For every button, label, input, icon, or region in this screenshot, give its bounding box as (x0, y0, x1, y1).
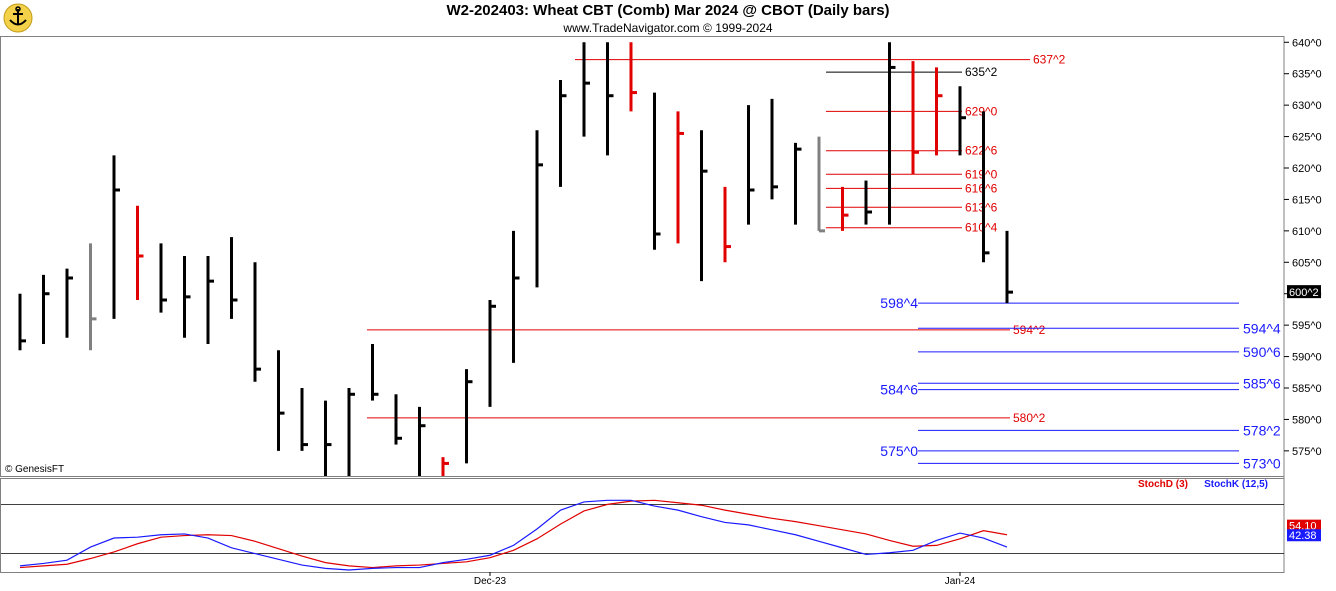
support-label: 584^6 (880, 382, 918, 398)
resistance-label: 610^4 (965, 221, 998, 235)
support-label: 578^2 (1243, 422, 1281, 438)
price-bar (747, 105, 755, 225)
stoch-k-line (19, 499, 1008, 571)
price-bar (958, 86, 966, 156)
price-bar (441, 457, 449, 476)
price-bar (512, 230, 520, 363)
chart-subtitle: www.TradeNavigator.com © 1999-2024 (563, 21, 773, 35)
price-panel (0, 36, 1285, 477)
chart-title: W2-202403: Wheat CBT (Comb) Mar 2024 @ C… (446, 2, 890, 19)
y-tick-label: 625^0 (1292, 132, 1322, 144)
price-bar (676, 111, 684, 244)
price-bar (911, 61, 919, 175)
price-bar (347, 388, 355, 476)
support-label: 598^4 (880, 295, 918, 311)
genesis-watermark: © GenesisFT (5, 464, 64, 475)
last-price-box (1287, 285, 1321, 299)
y-tick-label: 630^0 (1292, 100, 1322, 112)
y-tick-label: 640^0 (1292, 37, 1322, 49)
resistance-label: 622^6 (965, 144, 998, 158)
resistance-label: 616^6 (965, 181, 998, 195)
price-bar (65, 268, 73, 338)
price-bar (794, 142, 802, 225)
price-bar (89, 243, 97, 351)
resistance-label: 613^6 (965, 200, 998, 214)
price-bar (418, 406, 426, 476)
price-bar (723, 186, 731, 263)
price-bars (18, 42, 1013, 476)
price-bar (394, 394, 402, 445)
y-tick-label: 590^0 (1292, 352, 1322, 364)
price-bar (300, 388, 308, 451)
stoch-panel-frame (0, 478, 1285, 573)
price-bar (159, 243, 167, 313)
price-bar (206, 256, 214, 344)
price-bar (230, 237, 238, 319)
stoch-d-line (19, 499, 1008, 569)
price-bar (582, 42, 590, 137)
y-tick-label: 585^0 (1292, 383, 1322, 395)
price-bar (18, 293, 26, 351)
price-bar (253, 262, 261, 382)
legend-stoch-k: StochK (12,5) (1204, 479, 1268, 490)
price-bar (112, 155, 120, 319)
price-bar (935, 67, 943, 156)
chart-frame (0, 36, 1285, 573)
price-bar (982, 111, 990, 263)
y-tick-label: 620^0 (1292, 163, 1322, 175)
resistance-label: 580^2 (1013, 411, 1046, 425)
y-tick-label: 610^0 (1292, 226, 1322, 238)
price-bar (371, 344, 379, 401)
price-bar (629, 42, 637, 112)
price-bar (277, 350, 285, 451)
price-bar (535, 130, 543, 288)
price-bar (1005, 230, 1013, 304)
price-bar (42, 274, 50, 344)
support-label: 590^6 (1243, 344, 1281, 360)
y-tick-label: 605^0 (1292, 257, 1322, 269)
neutral-label: 635^2 (965, 65, 998, 79)
support-label: 575^0 (880, 443, 918, 459)
price-bar (770, 98, 778, 200)
anchor-logo-icon (3, 3, 33, 33)
price-bar (136, 205, 144, 300)
resistance-label: 629^0 (965, 104, 998, 118)
y-tick-label: 635^0 (1292, 69, 1322, 81)
price-bar (324, 400, 332, 476)
x-tick-label: Dec-23 (474, 576, 507, 587)
y-tick-label: 580^0 (1292, 414, 1322, 426)
resistance-label: 637^2 (1033, 53, 1066, 67)
resistance-label: 619^0 (965, 167, 998, 181)
price-bar (183, 256, 191, 338)
price-bar (700, 130, 708, 282)
support-label: 585^6 (1243, 375, 1281, 391)
support-label: 573^0 (1243, 455, 1281, 471)
price-bar (559, 80, 567, 187)
stoch-d-value-box (1287, 519, 1321, 532)
support-label: 594^4 (1243, 320, 1281, 336)
legend-stoch-d: StochD (3) (1138, 479, 1188, 490)
stoch-k-value: 42.38 (1289, 530, 1317, 542)
y-tick-label: 595^0 (1292, 320, 1322, 332)
price-axis: 575^0580^0585^0590^0595^0600^0605^0610^0… (474, 37, 1322, 587)
resistance-label: 594^2 (1013, 323, 1046, 337)
price-bar (606, 42, 614, 156)
y-tick-label: 615^0 (1292, 194, 1322, 206)
stoch-k-value-box (1287, 529, 1321, 542)
price-bar (888, 42, 896, 225)
price-bar (488, 300, 496, 407)
last-price-label: 600^2 (1289, 287, 1319, 299)
price-bar (817, 136, 825, 233)
y-tick-label: 575^0 (1292, 446, 1322, 458)
title-bar: W2-202403: Wheat CBT (Comb) Mar 2024 @ C… (0, 0, 1336, 36)
price-bar (653, 92, 661, 250)
x-tick-label: Jan-24 (945, 576, 976, 587)
price-bar (465, 369, 473, 464)
price-bar (864, 180, 872, 225)
price-bar (841, 186, 849, 231)
